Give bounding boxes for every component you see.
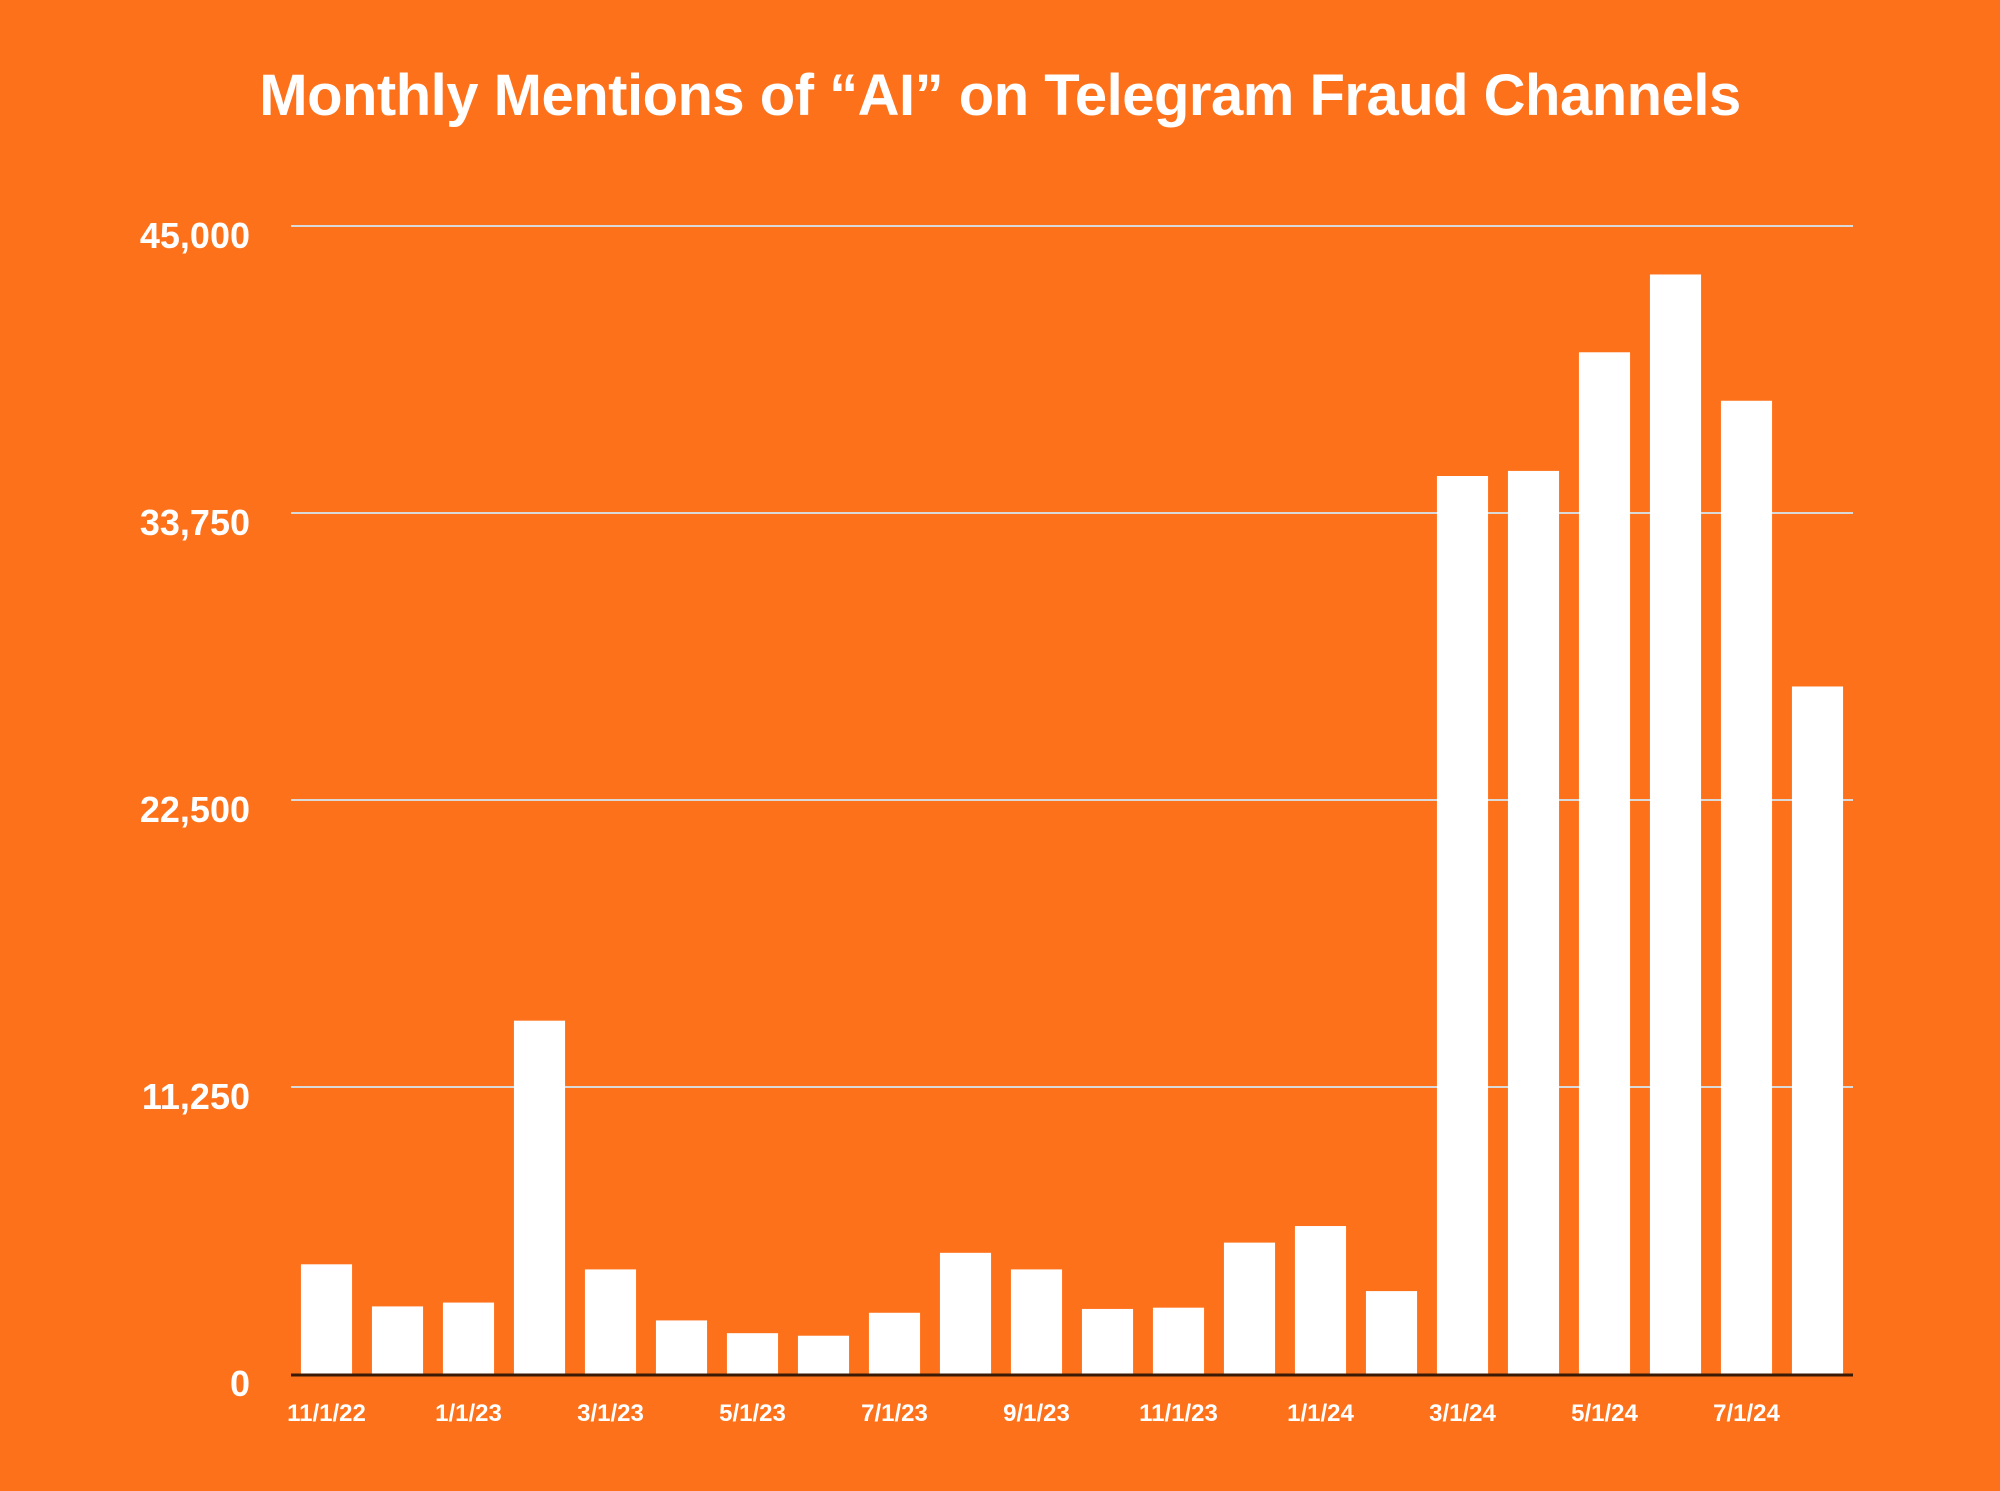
chart-title: Monthly Mentions of “AI” on Telegram Fra… bbox=[259, 63, 1741, 128]
bar-10-1-23 bbox=[1081, 1308, 1134, 1374]
bar-2-1-24 bbox=[1365, 1291, 1418, 1374]
x-tick-label: 11/1/22 bbox=[287, 1400, 366, 1427]
x-tick-label: 9/1/23 bbox=[1003, 1400, 1070, 1427]
bar-11-1-23 bbox=[1152, 1307, 1205, 1374]
bar-5-1-24 bbox=[1578, 352, 1631, 1374]
y-tick-label: 45,000 bbox=[140, 215, 250, 256]
x-tick-label: 5/1/24 bbox=[1571, 1400, 1638, 1427]
y-tick-label: 11,250 bbox=[142, 1076, 250, 1117]
y-tick-label: 0 bbox=[230, 1363, 250, 1404]
bar-5-1-23 bbox=[726, 1333, 779, 1374]
x-tick-label: 1/1/24 bbox=[1287, 1400, 1354, 1427]
bar-12-1-23 bbox=[1223, 1242, 1276, 1374]
bar-2-1-23 bbox=[513, 1020, 566, 1374]
x-tick-label: 11/1/23 bbox=[1139, 1400, 1218, 1427]
bar-3-1-24 bbox=[1436, 476, 1489, 1374]
bar-7-1-24 bbox=[1720, 400, 1773, 1374]
bar-1-1-24 bbox=[1294, 1226, 1347, 1374]
bar-11-1-22 bbox=[300, 1264, 353, 1374]
x-tick-label: 5/1/23 bbox=[719, 1400, 786, 1427]
bar-4-1-23 bbox=[655, 1320, 708, 1374]
y-tick-label: 22,500 bbox=[140, 789, 250, 830]
bar-6-1-23 bbox=[797, 1335, 850, 1374]
x-tick-label: 7/1/23 bbox=[861, 1400, 928, 1427]
y-tick-label: 33,750 bbox=[140, 502, 250, 543]
bar-8-1-24 bbox=[1791, 686, 1844, 1374]
bar-1-1-23 bbox=[442, 1302, 495, 1374]
x-tick-label: 3/1/23 bbox=[577, 1400, 644, 1427]
bar-7-1-23 bbox=[868, 1312, 921, 1374]
bar-8-1-23 bbox=[939, 1252, 992, 1374]
x-tick-label: 3/1/24 bbox=[1429, 1400, 1496, 1427]
bar-3-1-23 bbox=[584, 1269, 637, 1374]
x-tick-label: 1/1/23 bbox=[435, 1400, 502, 1427]
bar-12-1-22 bbox=[371, 1306, 424, 1374]
bar-4-1-24 bbox=[1507, 470, 1560, 1374]
bar-9-1-23 bbox=[1010, 1269, 1063, 1374]
bar-6-1-24 bbox=[1649, 274, 1702, 1375]
x-tick-label: 7/1/24 bbox=[1713, 1400, 1780, 1427]
